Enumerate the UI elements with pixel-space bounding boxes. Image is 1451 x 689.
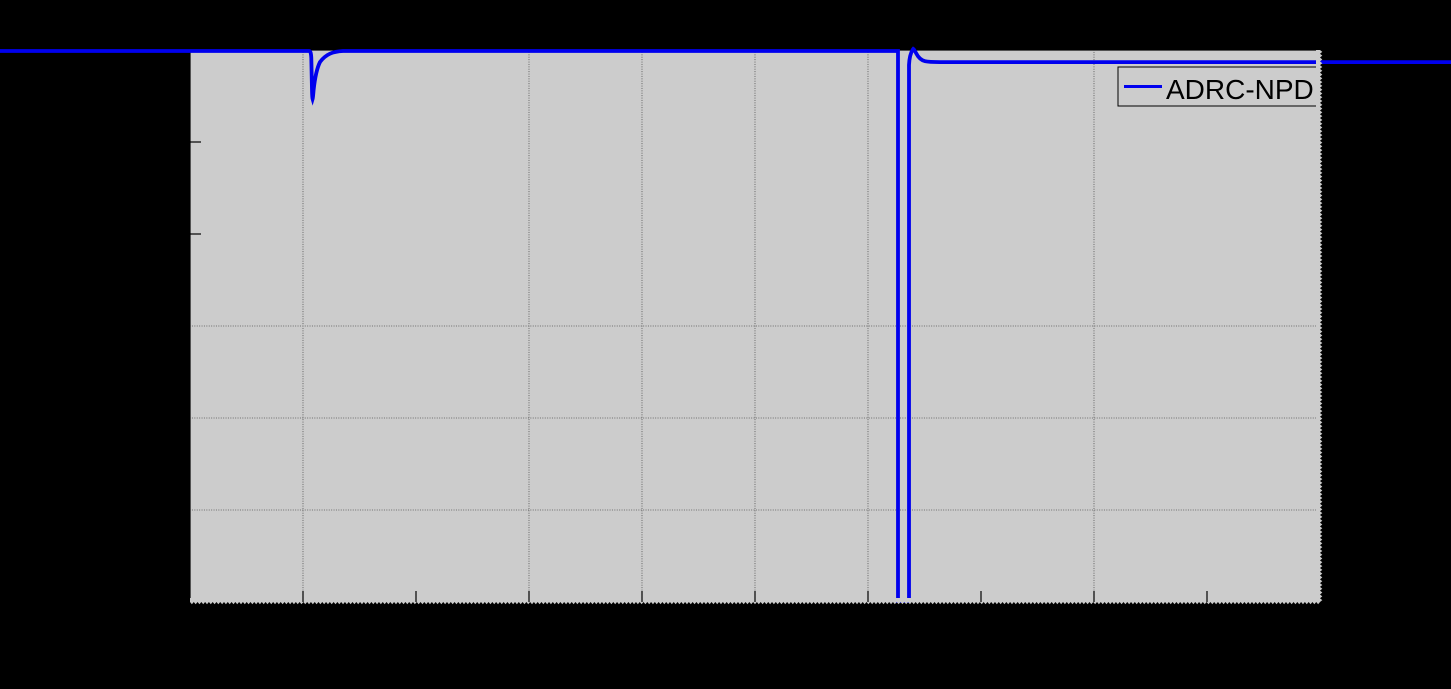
svg-text:ADRC-NPD: ADRC-NPD <box>1166 74 1314 105</box>
